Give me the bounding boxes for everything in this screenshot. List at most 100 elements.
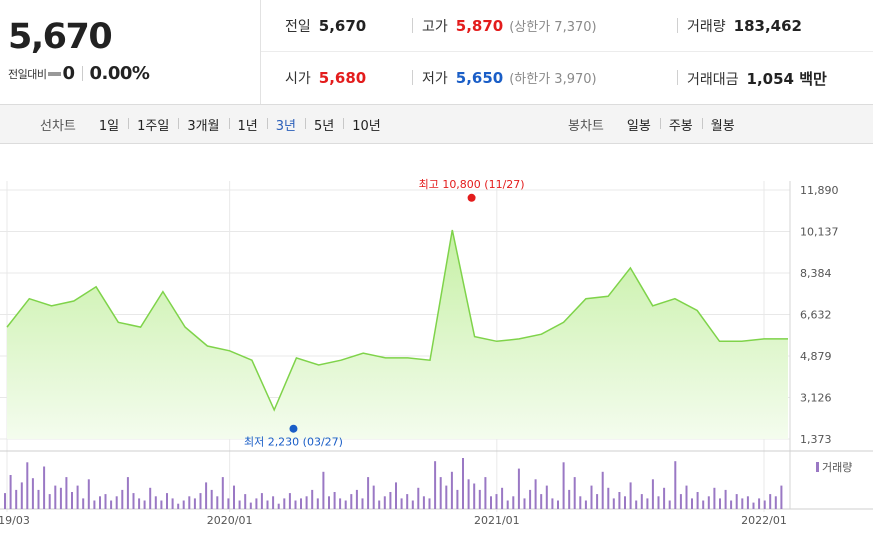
volume-bar bbox=[76, 485, 79, 509]
tab-daily[interactable]: 일봉 bbox=[626, 118, 651, 134]
volume-bar bbox=[322, 471, 325, 509]
volume-bar bbox=[478, 489, 481, 509]
volume-bar bbox=[780, 485, 783, 509]
volume-bar bbox=[115, 496, 118, 510]
volume-bar bbox=[93, 500, 96, 509]
volume-bar bbox=[707, 496, 710, 510]
x-tick-label: 2019/03 bbox=[0, 514, 30, 527]
price-stats: 전일 5,670 고가 5,870 (상한가 7,370) 거래량 183,46… bbox=[261, 0, 873, 104]
volume-bar bbox=[752, 502, 755, 509]
volume-bar bbox=[551, 498, 554, 509]
tab-1d[interactable]: 1일 bbox=[98, 118, 120, 134]
volume-bar bbox=[579, 496, 582, 510]
volume-bar bbox=[490, 496, 492, 510]
high-annotation: 최고 10,800 (11/27) bbox=[419, 178, 525, 191]
volume-bar bbox=[730, 500, 733, 509]
change-value: 0 bbox=[62, 63, 75, 84]
volume-bar bbox=[4, 493, 6, 509]
volume-bar bbox=[65, 477, 68, 509]
volume-bar bbox=[462, 458, 464, 509]
volume-bar bbox=[15, 489, 18, 509]
volume-bar bbox=[132, 493, 135, 509]
open-cell: 시가 5,680 bbox=[285, 68, 366, 88]
volume-bar bbox=[434, 461, 437, 509]
open-value: 5,680 bbox=[318, 69, 367, 87]
volume-bar bbox=[607, 487, 610, 510]
volume-bar bbox=[679, 494, 682, 509]
volume-bar bbox=[411, 500, 414, 509]
price-line bbox=[6, 229, 788, 412]
volume-bar bbox=[657, 496, 660, 510]
tab-3y[interactable]: 3년 bbox=[266, 115, 305, 134]
volume-bar bbox=[350, 494, 353, 509]
volume-bar bbox=[523, 498, 526, 509]
tab-1y[interactable]: 1년 bbox=[228, 115, 267, 134]
tab-3m[interactable]: 3개월 bbox=[178, 115, 228, 134]
volume-bar bbox=[355, 489, 358, 509]
volume-bar bbox=[573, 477, 576, 509]
high-marker-dot bbox=[467, 193, 476, 202]
low-value: 5,650 bbox=[455, 69, 504, 87]
y-tick-label: 8,384 bbox=[800, 267, 832, 280]
price-summary: 5,670 전일대비 0 0.00% bbox=[0, 0, 261, 104]
volume-bar bbox=[255, 498, 258, 509]
volume-bar bbox=[674, 461, 677, 509]
volume-bar bbox=[260, 493, 263, 509]
x-tick-label: 2022/01 bbox=[741, 514, 787, 527]
volume-bar bbox=[149, 487, 152, 510]
volume-bar bbox=[166, 493, 168, 509]
volume-bar bbox=[316, 498, 319, 509]
volume-bar bbox=[568, 489, 571, 509]
volume-bar bbox=[646, 498, 649, 509]
line-chart-title: 선차트 bbox=[40, 118, 76, 134]
volume-bar bbox=[590, 485, 593, 509]
volume-bar bbox=[400, 498, 403, 509]
volume-bar bbox=[668, 500, 671, 509]
line-chart-tabs: 선차트 1일 1주일 3개월 1년 3년 5년 10년 bbox=[40, 105, 390, 143]
y-tick-label: 1,373 bbox=[800, 433, 832, 446]
volume-bar bbox=[512, 496, 515, 510]
prev-close-value: 5,670 bbox=[318, 17, 367, 35]
tab-weekly[interactable]: 주봉 bbox=[659, 115, 702, 134]
volume-bar bbox=[9, 475, 12, 509]
divider bbox=[412, 70, 413, 85]
quote-header: 5,670 전일대비 0 0.00% 전일 5,670 고가 5,870 (상한… bbox=[0, 0, 873, 105]
volume-bar bbox=[48, 494, 51, 509]
price-chart: 최고 10,800 (11/27) 최저 2,230 (03/27) 11,890… bbox=[0, 178, 873, 527]
volume-bar bbox=[31, 478, 34, 509]
volume-bar bbox=[495, 494, 498, 509]
volume-bar bbox=[193, 498, 196, 509]
volume-bar bbox=[378, 500, 381, 509]
volume-bar bbox=[367, 477, 370, 509]
tab-10y[interactable]: 10년 bbox=[343, 115, 390, 134]
volume-bar bbox=[143, 500, 146, 509]
y-tick-label: 4,879 bbox=[800, 350, 832, 363]
volume-bar bbox=[305, 496, 308, 510]
tab-monthly[interactable]: 월봉 bbox=[701, 115, 744, 134]
stats-row: 시가 5,680 저가 5,650 (하한가 3,970) 거래대금 1,054… bbox=[261, 52, 873, 103]
y-tick-label: 3,126 bbox=[800, 392, 832, 405]
volume-bar bbox=[651, 479, 654, 510]
volume-bar bbox=[110, 500, 113, 509]
volume-bar bbox=[54, 485, 57, 509]
volume-legend-label: 거래량 bbox=[822, 461, 852, 474]
volume-bar bbox=[696, 492, 699, 509]
volume-bar bbox=[272, 496, 275, 510]
volume-bar bbox=[288, 493, 291, 509]
volume-bar bbox=[210, 489, 213, 509]
low-marker-dot bbox=[289, 424, 298, 433]
volume-bar bbox=[205, 482, 208, 509]
y-tick-label: 10,137 bbox=[800, 226, 839, 239]
volume-bar bbox=[294, 500, 297, 509]
volume-bar bbox=[311, 489, 314, 509]
volume-bar bbox=[383, 496, 386, 510]
volume-bar bbox=[199, 493, 202, 509]
volume-bar bbox=[763, 500, 766, 509]
change-rate: 0.00% bbox=[89, 63, 150, 84]
volume-bar bbox=[333, 492, 336, 509]
tab-1w[interactable]: 1주일 bbox=[128, 115, 178, 134]
divider bbox=[412, 18, 413, 33]
volume-bar bbox=[87, 479, 90, 510]
tab-5y[interactable]: 5년 bbox=[305, 115, 343, 134]
volume-bar bbox=[126, 477, 129, 509]
